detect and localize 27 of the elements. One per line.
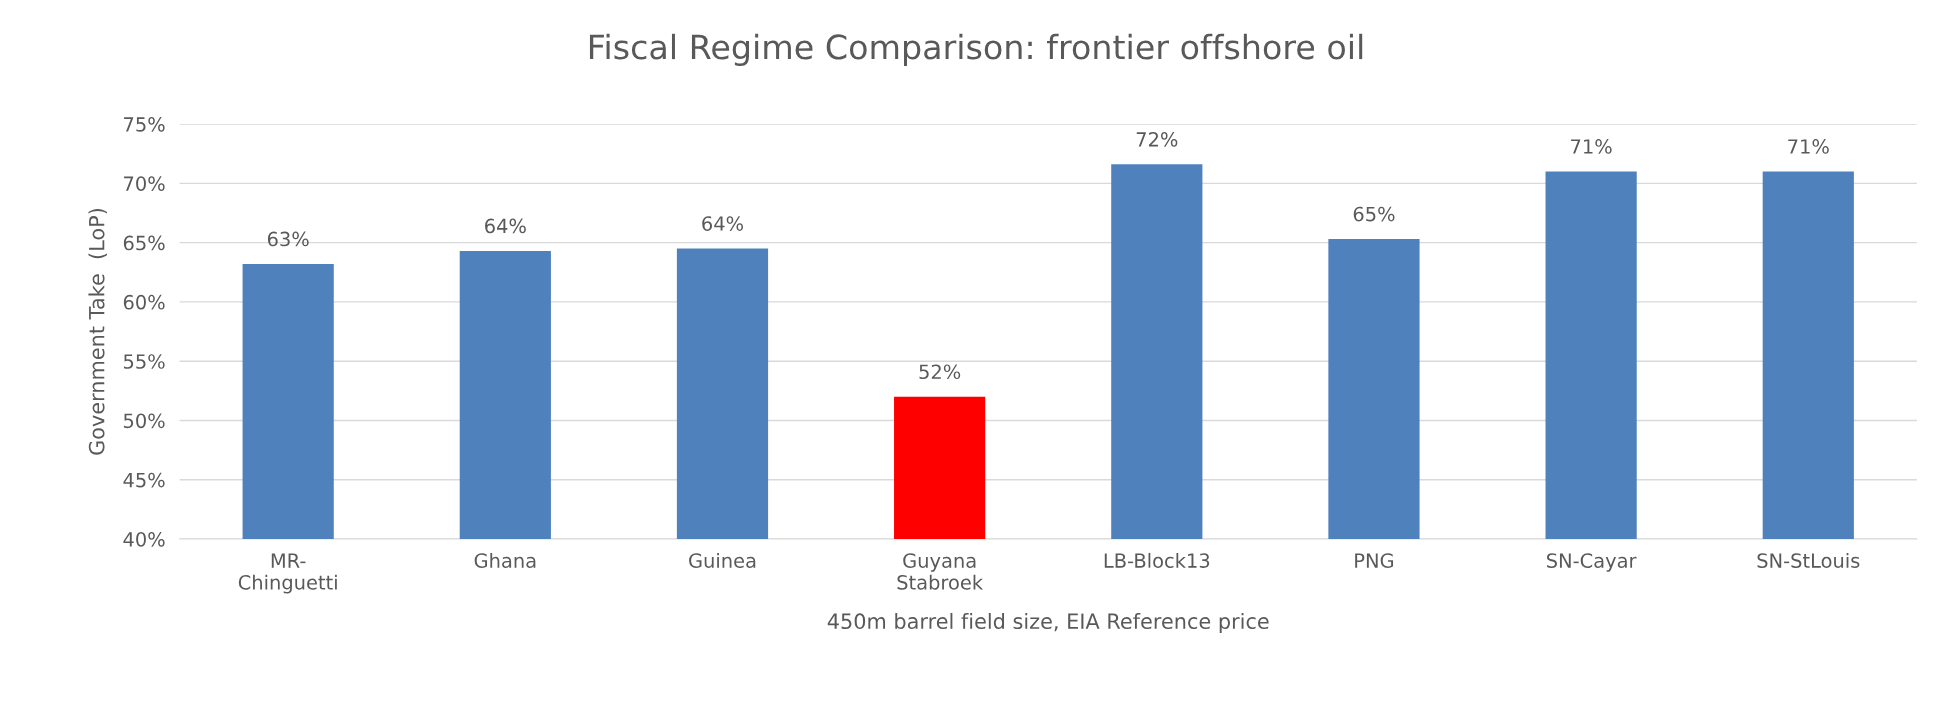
x-tick-label: Guyana Stabroek xyxy=(897,553,984,590)
data-label: 71% xyxy=(1571,139,1612,154)
y-tick-label: 65% xyxy=(123,235,165,251)
y-tick-label: 70% xyxy=(124,176,165,192)
y-tick-label: 50% xyxy=(123,413,165,429)
x-tick-label: Ghana xyxy=(474,552,536,568)
y-axis-title: Government Take (LoP) xyxy=(88,208,107,455)
data-label: 65% xyxy=(1353,206,1395,222)
x-tick-label: LB-Block13 xyxy=(1104,552,1210,568)
x-tick-label: PNG xyxy=(1355,553,1394,568)
y-tick-label: 75% xyxy=(124,117,165,132)
x-tick-label: SN-Cayar xyxy=(1547,553,1637,572)
data-label: 63% xyxy=(267,231,309,247)
data-label: 71% xyxy=(1788,139,1829,154)
data-label: 64% xyxy=(702,216,744,231)
chart-title: Fiscal Regime Comparison: frontier offshore oil xyxy=(589,33,1363,67)
y-tick-label: 55% xyxy=(123,354,165,369)
x-tick-label: SN-StLouis xyxy=(1757,552,1860,568)
x-axis-title: 450m barrel field size, EIA Reference price xyxy=(827,612,1269,634)
data-label: 52% xyxy=(919,364,961,380)
x-tick-label: MR- Chinguetti xyxy=(238,553,337,594)
y-tick-label: 45% xyxy=(123,472,165,488)
data-label: 72% xyxy=(1136,132,1178,147)
y-tick-label: 60% xyxy=(123,294,165,310)
x-tick-label: Guinea xyxy=(689,552,756,568)
y-tick-label: 40% xyxy=(123,531,165,547)
data-label: 64% xyxy=(485,218,526,234)
